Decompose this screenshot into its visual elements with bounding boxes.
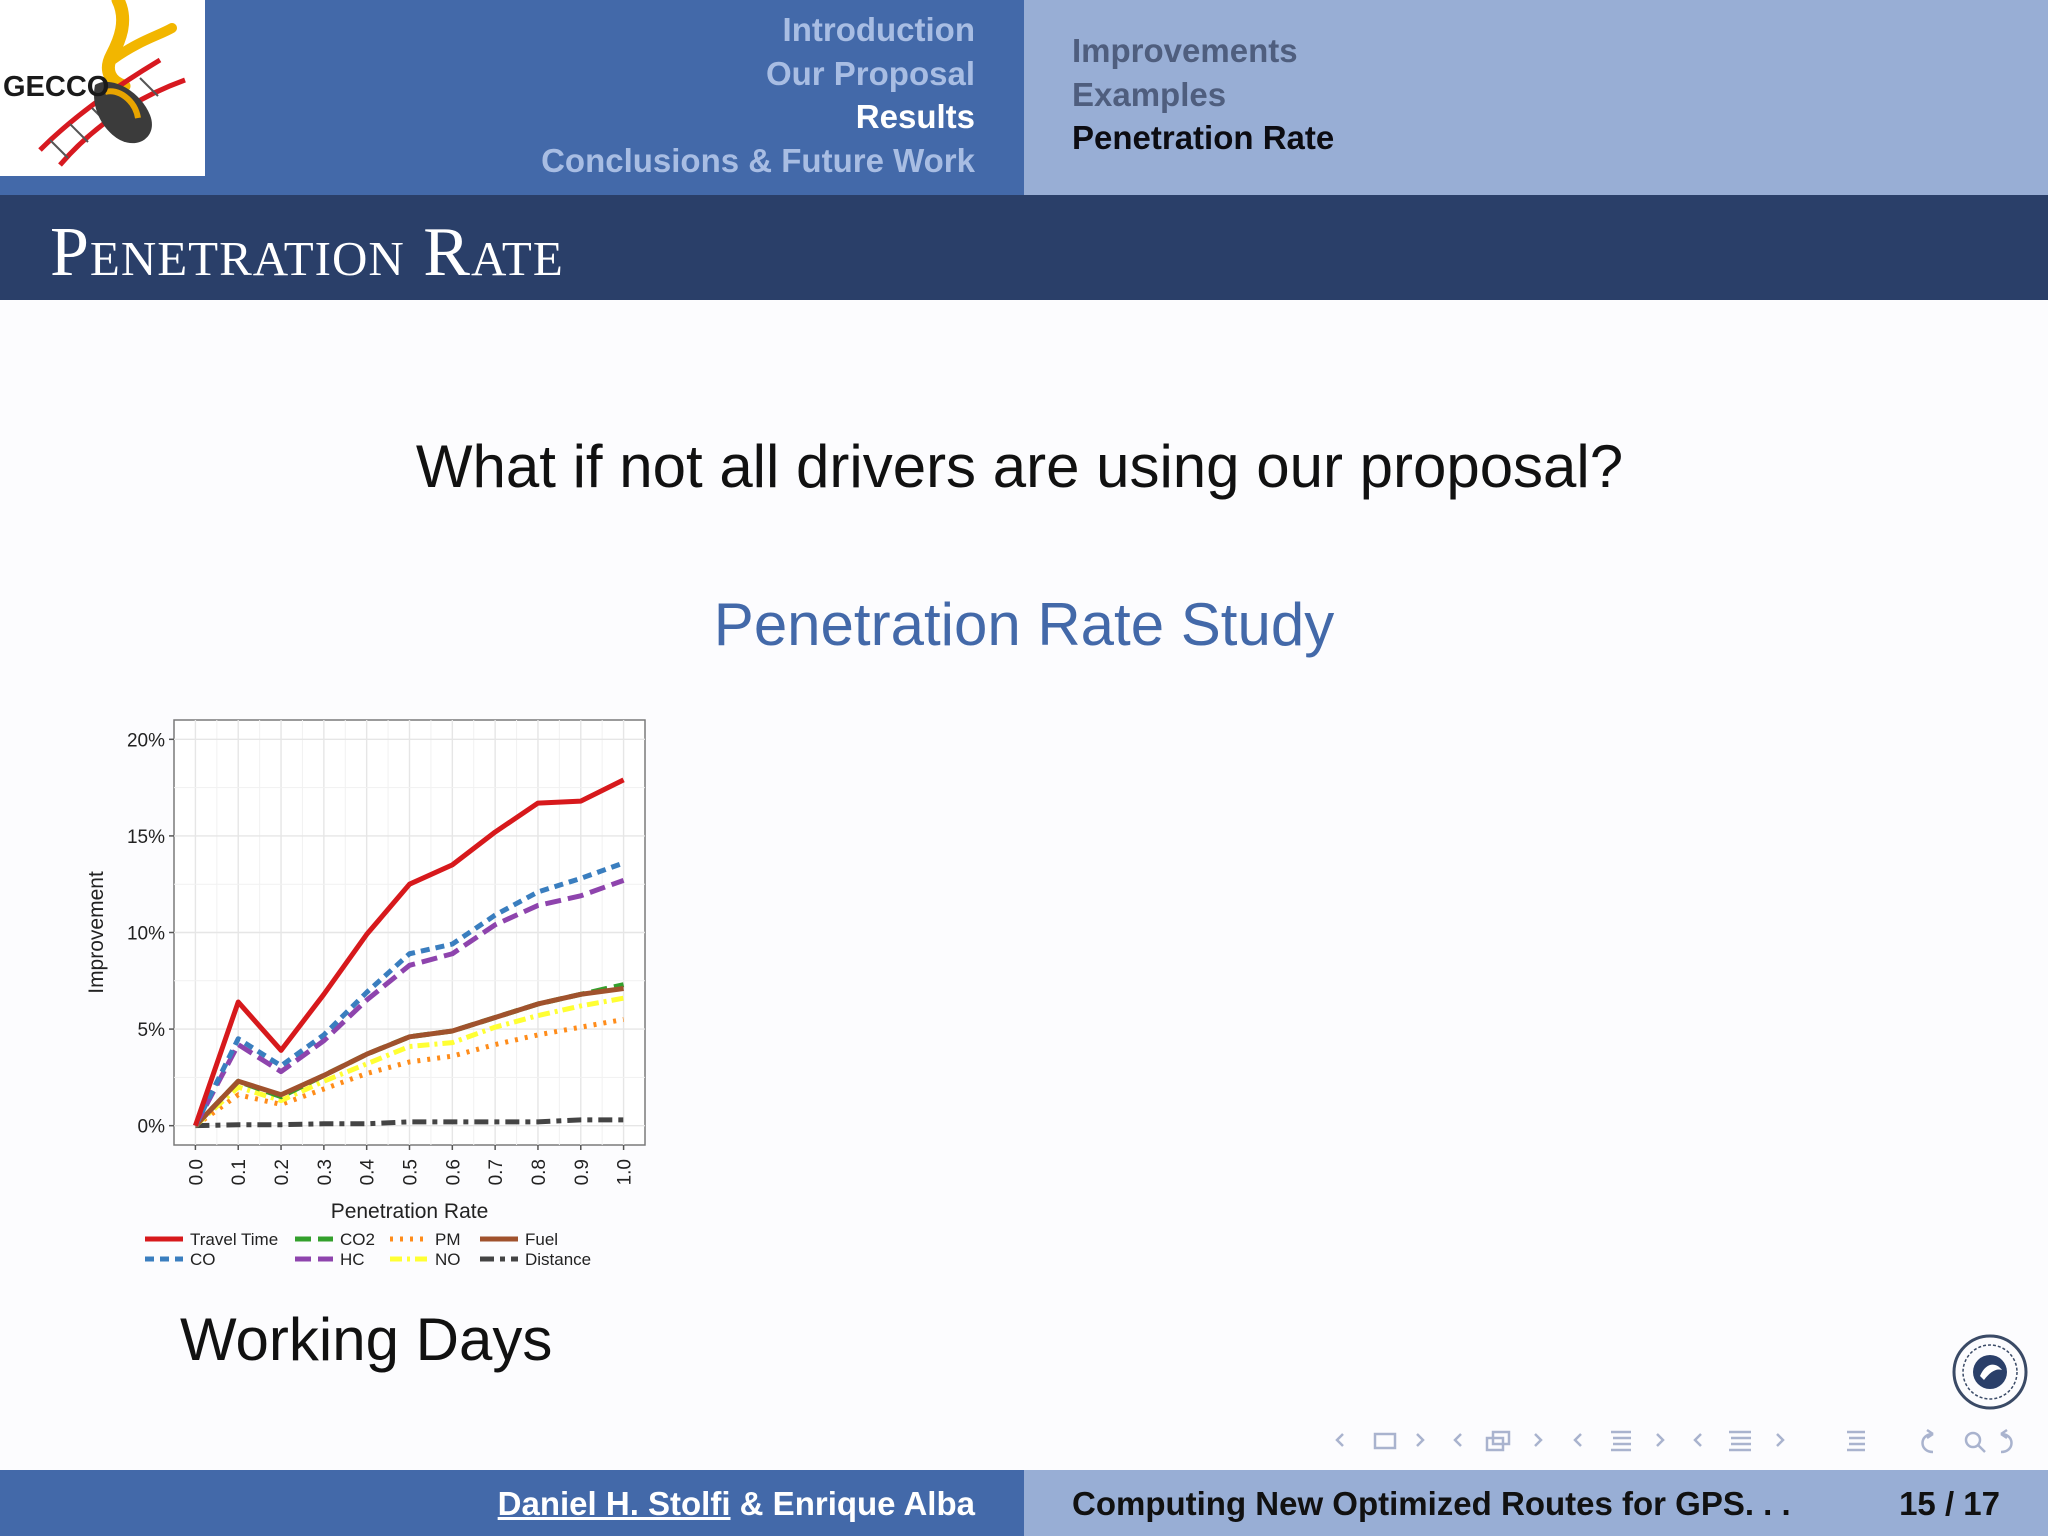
- x-tick-label: 0.6: [443, 1159, 464, 1185]
- x-tick-label: 0.8: [529, 1159, 550, 1185]
- footer-right-panel: [1024, 1470, 2048, 1536]
- series-line-fuel: [193, 986, 624, 1128]
- series-line-co: [193, 860, 625, 1127]
- nav-section-2[interactable]: Results: [855, 98, 975, 135]
- footer-page-number: 15 / 17: [1899, 1485, 2000, 1522]
- penetration-rate-chart: 0% 5% 10% 15% 20% 0.0 0.1 0.2 0.3 0.4 0.5 0.6 0.7 0.8…: [70, 700, 670, 1290]
- x-tick-label: 1.0: [615, 1159, 636, 1185]
- nav-document-group[interactable]: [1693, 1430, 1785, 1452]
- nav-section-3[interactable]: Conclusions & Future Work: [541, 141, 975, 179]
- legend-label-co2: CO2: [340, 1230, 375, 1249]
- nav-subsection-2[interactable]: Penetration Rate: [1072, 119, 1335, 156]
- nav-section-icon[interactable]: [1611, 1430, 1631, 1452]
- nav-appendix-icon[interactable]: [1847, 1430, 1865, 1452]
- y-tick-label: 15%: [127, 827, 165, 848]
- nav-next-section-icon[interactable]: [1656, 1433, 1665, 1447]
- frame-title-bar: [0, 195, 2048, 300]
- nav-section-1[interactable]: Our Proposal: [765, 54, 975, 92]
- nav-frame-group[interactable]: [1335, 1432, 1425, 1450]
- legend-label-fuel: Fuel: [525, 1230, 558, 1249]
- chart-svg: 0% 5% 10% 15% 20% 0.0 0.1 0.2 0.3 0.4 0.5 0.6 0.7 0.8…: [85, 719, 646, 1269]
- footer-left-panel: [0, 1470, 1024, 1536]
- nav-search-icon[interactable]: [1964, 1431, 1986, 1453]
- nav-subsection-0[interactable]: Improvements: [1072, 32, 1298, 69]
- series-line-distance: [195, 1117, 624, 1129]
- frame-title: Penetration Rate: [50, 214, 564, 291]
- x-tick-label: 0.2: [272, 1159, 293, 1185]
- series-line-pm: [193, 1016, 625, 1128]
- x-tick-label: 0.5: [401, 1159, 422, 1185]
- nav-prev-section-icon[interactable]: [1573, 1433, 1582, 1447]
- footer-authors: Daniel H. Stolfi & Enrique Alba: [498, 1485, 975, 1523]
- footer-author-presenter[interactable]: Daniel H. Stolfi: [497, 1485, 731, 1522]
- question-text-label: What if not all drivers are using our pr…: [415, 433, 1624, 500]
- nav-frame-icon[interactable]: [1373, 1432, 1397, 1450]
- legend-label-distance: Distance: [525, 1250, 591, 1269]
- y-tick-label: 0%: [138, 1117, 166, 1138]
- nav-next-document-icon[interactable]: [1776, 1433, 1785, 1447]
- subsection-navigation: Improvements Examples Penetration Rate: [1072, 29, 1334, 160]
- series-line-hc: [193, 877, 625, 1127]
- legend-label-no: NO: [435, 1250, 461, 1269]
- x-tick-label: 0.4: [358, 1159, 379, 1186]
- nav-prev-document-icon[interactable]: [1693, 1433, 1702, 1447]
- logo-text: GECCO: [3, 71, 109, 103]
- university-seal-icon: [1950, 1332, 2030, 1412]
- nav-subsection-icon[interactable]: [1485, 1430, 1511, 1452]
- chart-caption: Working Days: [180, 1306, 553, 1373]
- nav-prev-frame-icon[interactable]: [1335, 1433, 1344, 1447]
- study-title: Penetration Rate Study: [713, 591, 1335, 658]
- y-tick-label: 20%: [127, 730, 165, 751]
- question-text: What if not all drivers are using our pr…: [0, 432, 2048, 501]
- x-tick-label: 0.7: [486, 1159, 507, 1185]
- y-axis-label: Improvement: [85, 871, 108, 994]
- x-tick-label: 0.0: [186, 1159, 207, 1185]
- x-tick-label: 0.3: [315, 1159, 336, 1185]
- section-navigation: Introduction Our Proposal Results Conclusio…: [541, 8, 975, 182]
- legend-label-hc: HC: [340, 1250, 365, 1269]
- beamer-navigation-symbols: [1335, 1422, 2035, 1462]
- gecco-logo-icon: GECCO: [3, 0, 186, 167]
- nav-next-subsection-icon[interactable]: [1534, 1433, 1543, 1447]
- x-axis-label: Penetration Rate: [331, 1200, 489, 1223]
- nav-subsection-group[interactable]: [1453, 1430, 1543, 1452]
- gecco-logo: GECCO: [0, 0, 205, 176]
- series-line-travel-time: [193, 777, 625, 1127]
- x-tick-label: 0.1: [229, 1159, 250, 1185]
- nav-section-group[interactable]: [1573, 1430, 1665, 1452]
- nav-back-icon[interactable]: [1921, 1428, 1934, 1454]
- nav-section-0[interactable]: Introduction: [782, 11, 975, 48]
- footer-author-rest: & Enrique Alba: [730, 1485, 975, 1522]
- legend-label-pm: PM: [435, 1230, 461, 1249]
- legend-label-travel-time: Travel Time: [190, 1230, 278, 1249]
- nav-forward-icon[interactable]: [2000, 1428, 2013, 1454]
- nav-subsection-1[interactable]: Examples: [1072, 75, 1227, 113]
- nav-next-frame-icon[interactable]: [1416, 1433, 1425, 1447]
- footer-talk-title: Computing New Optimized Routes for GPS. …: [1072, 1485, 1791, 1522]
- nav-prev-subsection-icon[interactable]: [1453, 1433, 1462, 1447]
- y-tick-label: 10%: [127, 924, 165, 945]
- legend-label-co: CO: [190, 1250, 216, 1269]
- x-tick-label: 0.9: [572, 1159, 593, 1185]
- nav-document-icon[interactable]: [1729, 1430, 1751, 1452]
- y-tick-label: 5%: [138, 1020, 166, 1041]
- header-subsections-panel: [1024, 0, 2048, 195]
